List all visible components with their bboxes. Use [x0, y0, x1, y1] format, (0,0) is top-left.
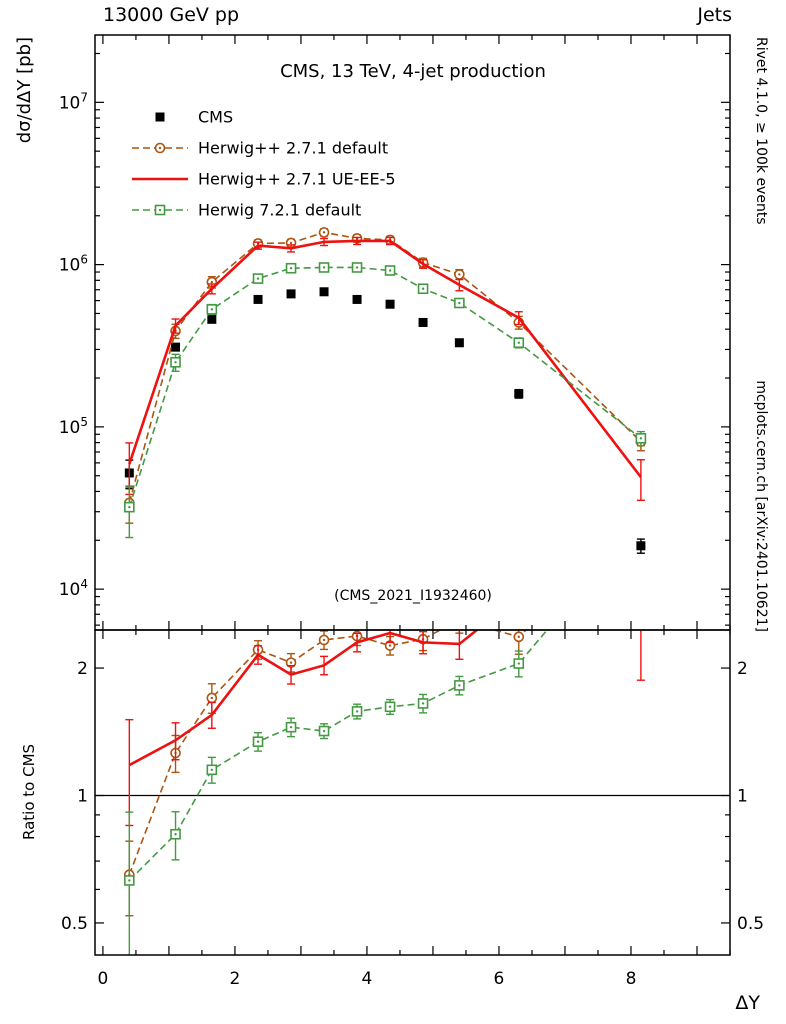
- legend-label: Herwig++ 2.7.1 UE-EE-5: [198, 170, 396, 189]
- main-panel-frame: [94, 34, 731, 631]
- svg-text:1: 1: [77, 787, 88, 807]
- ratio-panel-series: [95, 630, 730, 955]
- svg-text:0.5: 0.5: [61, 914, 88, 934]
- series-cms: [124, 287, 646, 554]
- svg-text:2: 2: [737, 659, 748, 679]
- svg-text:104: 104: [59, 577, 88, 600]
- svg-text:8: 8: [626, 969, 637, 989]
- svg-text:107: 107: [59, 90, 88, 113]
- legend: CMS Herwig++ 2.7.1 default Herwig++ 2.7.1 …: [132, 108, 396, 220]
- legend-item: CMS: [155, 108, 233, 127]
- svg-text:2: 2: [230, 969, 241, 989]
- series-herwig-7-2-1-default: [124, 262, 647, 539]
- series-herwig-2-7-1-ue-ee-5: [125, 630, 645, 827]
- ratio-panel-frame: [94, 629, 731, 956]
- svg-text:2: 2: [77, 659, 88, 679]
- axis-ticks-and-tick-labels: 0 2 4 6 8 104 105 106 107 0.5 0.5 1 1 2 2: [59, 35, 764, 989]
- legend-item: Herwig++ 2.7.1 default: [132, 139, 388, 158]
- svg-text:0.5: 0.5: [737, 914, 764, 934]
- plot-title: CMS, 13 TeV, 4-jet production: [280, 61, 546, 82]
- ratio-y-axis-label: Ratio to CMS: [20, 744, 38, 840]
- svg-text:106: 106: [59, 253, 88, 276]
- header-analysis-label: Jets: [696, 4, 732, 26]
- legend-label: Herwig 7.2.1 default: [198, 201, 361, 220]
- legend-label: CMS: [198, 108, 233, 127]
- mcplots-reference-note: mcplots.cern.ch [arXiv:2401.10621]: [753, 380, 769, 632]
- legend-item: Herwig++ 2.7.1 UE-EE-5: [132, 170, 396, 189]
- static-labels: 13000 GeV pp Jets CMS, 13 TeV, 4-jet pro…: [14, 4, 769, 1014]
- x-axis-label: ΔY: [735, 992, 760, 1014]
- svg-text:4: 4: [362, 969, 373, 989]
- legend-item: Herwig 7.2.1 default: [132, 201, 361, 220]
- legend-label: Herwig++ 2.7.1 default: [198, 139, 388, 158]
- svg-text:6: 6: [494, 969, 505, 989]
- watermark-analysis-id: (CMS_2021_I1932460): [334, 588, 492, 604]
- header-beam-label: 13000 GeV pp: [103, 4, 239, 26]
- svg-text:105: 105: [59, 415, 88, 438]
- series-herwig-7-2-1-default: [124, 630, 549, 955]
- rivet-version-note: Rivet 4.1.0, ≥ 100k events: [753, 37, 769, 225]
- main-y-axis-label: dσ/dΔY [pb]: [14, 37, 35, 143]
- svg-text:1: 1: [737, 787, 748, 807]
- main-panel-series: [124, 227, 647, 554]
- svg-text:0: 0: [98, 969, 109, 989]
- panel-frames: [94, 34, 731, 956]
